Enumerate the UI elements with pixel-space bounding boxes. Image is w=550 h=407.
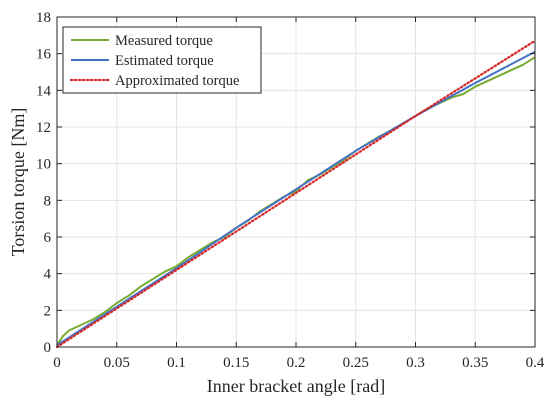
x-tick-label: 0.35 bbox=[462, 355, 488, 371]
legend-label: Approximated torque bbox=[115, 73, 239, 89]
x-tick-label: 0.05 bbox=[104, 355, 130, 371]
x-tick-label: 0.4 bbox=[526, 355, 545, 371]
legend: Measured torque Estimated torque Approxima… bbox=[62, 26, 262, 94]
y-tick-label: 14 bbox=[36, 83, 52, 99]
x-axis-label: Inner bracket angle [rad] bbox=[207, 376, 385, 396]
y-tick-label: 2 bbox=[44, 303, 52, 319]
y-tick-label: 12 bbox=[36, 120, 51, 136]
y-tick-label: 0 bbox=[44, 340, 52, 356]
x-tick-label: 0.1 bbox=[167, 355, 186, 371]
y-tick-label: 8 bbox=[44, 193, 52, 209]
series-approximated-torque-line bbox=[55, 39, 537, 349]
series-estimated-torque-line bbox=[56, 50, 536, 347]
legend-label: Estimated torque bbox=[115, 53, 214, 69]
x-tick-label: 0.3 bbox=[406, 355, 425, 371]
x-tick-label: 0.15 bbox=[223, 355, 249, 371]
x-tick-label: 0 bbox=[53, 355, 61, 371]
y-tick-label: 18 bbox=[36, 10, 51, 26]
axis-ticks: 0 0.05 0.1 0.15 0.2 0.25 0.3 0.35 0.4 0 2 4 6 8 10 12 14… bbox=[36, 10, 545, 371]
legend-label: Measured torque bbox=[115, 33, 213, 49]
y-tick-label: 10 bbox=[36, 157, 51, 173]
y-axis-label: Torsion torque [Nm] bbox=[8, 108, 28, 257]
plot-series bbox=[55, 39, 537, 349]
x-tick-label: 0.2 bbox=[287, 355, 306, 371]
y-tick-label: 4 bbox=[44, 267, 52, 283]
x-tick-label: 0.25 bbox=[343, 355, 369, 371]
y-tick-label: 16 bbox=[36, 47, 52, 63]
y-tick-label: 6 bbox=[44, 230, 52, 246]
